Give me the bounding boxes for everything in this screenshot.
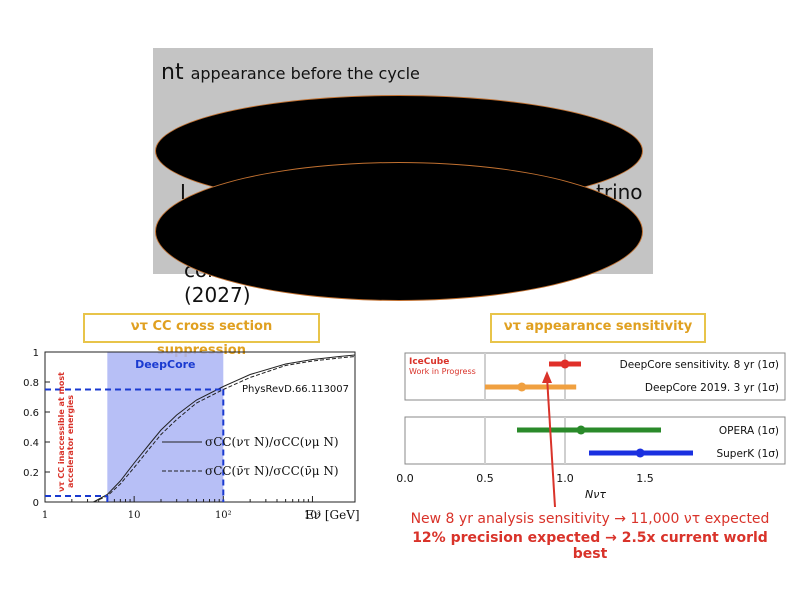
- x-tick-label: 10²: [215, 510, 232, 521]
- appearance-sensitivity-label: ντ appearance sensitivity: [490, 313, 706, 343]
- reference-label: PhysRevD.66.113007: [242, 384, 349, 395]
- inaccessible-note-1: ντ CC inaccessible at most: [57, 372, 66, 492]
- slide-fragment-left: I: [180, 180, 186, 204]
- central-value-point: [576, 425, 586, 435]
- antitau-cc-ratio-curve: [93, 356, 356, 503]
- measurement-label: DeepCore sensitivity. 8 yr (1σ): [620, 359, 779, 371]
- caption-sensitivity: New 8 yr analysis sensitivity → 11,000 ν…: [410, 511, 770, 527]
- nvt-axis-label: Nντ: [585, 488, 606, 501]
- deepcore-results-panel: [404, 352, 786, 401]
- cross-section-chart: DeepCore 0 0.2 0.4 0.6 0.8 1 1 10 10² 10³ PhysRev…: [23, 348, 360, 522]
- y-tick-label: 0.6: [23, 408, 39, 419]
- tau-cc-ratio-curve: [93, 354, 356, 503]
- x-tick-label: 0.0: [396, 472, 414, 485]
- caption-precision: 12% precision expected → 2.5x current wo…: [412, 530, 768, 562]
- work-in-progress-label: Work in Progress: [409, 367, 476, 376]
- x-tick-label: 0.5: [476, 472, 494, 485]
- annotation-arrowhead: [542, 371, 552, 383]
- annotation-arrow: [546, 376, 556, 508]
- central-value-point: [635, 448, 645, 458]
- x-tick-label: 1.0: [556, 472, 574, 485]
- external-results-panel: [404, 416, 786, 465]
- left-plot-frame: [44, 351, 356, 503]
- slide-title: nt appearance before the cycle: [161, 60, 420, 85]
- y-tick-label: 0.8: [23, 378, 39, 389]
- measurement-label: OPERA (1σ): [719, 425, 779, 437]
- appearance-sensitivity-chart: IceCube Work in Progress DeepCore sensit…: [396, 352, 786, 508]
- x-tick-label: 1: [42, 510, 48, 521]
- central-value-point: [560, 359, 570, 369]
- y-tick-label: 0.4: [23, 438, 39, 449]
- x-tick-label: 10: [128, 510, 141, 521]
- legend-solid-text: σCC(ντ N)/σCC(νμ N): [205, 435, 339, 449]
- cross-section-label: ντ CC cross section suppression: [83, 313, 320, 358]
- measurement-label: DeepCore 2019. 3 yr (1σ): [645, 382, 779, 394]
- deepcore-region-label: DeepCore: [135, 358, 195, 371]
- icecube-label: IceCube: [409, 357, 449, 367]
- measurement-label: SuperK (1σ): [716, 448, 779, 460]
- redaction-blob-lower: [155, 162, 643, 301]
- x-tick-label: 1.5: [636, 472, 654, 485]
- y-tick-label: 0.2: [23, 468, 39, 479]
- y-tick-label: 1: [33, 348, 39, 359]
- x-tick-label: 10³: [304, 510, 321, 521]
- slide-fragment-low2: (2027): [184, 283, 251, 307]
- y-tick-label: 0: [33, 498, 39, 509]
- central-value-point: [517, 382, 527, 392]
- legend-dashed-text: σCC(ν̄τ N)/σCC(ν̄μ N): [205, 464, 339, 478]
- x-axis-label: Eν [GeV]: [305, 508, 360, 522]
- inaccessible-note-2: accelerator energies: [66, 395, 75, 488]
